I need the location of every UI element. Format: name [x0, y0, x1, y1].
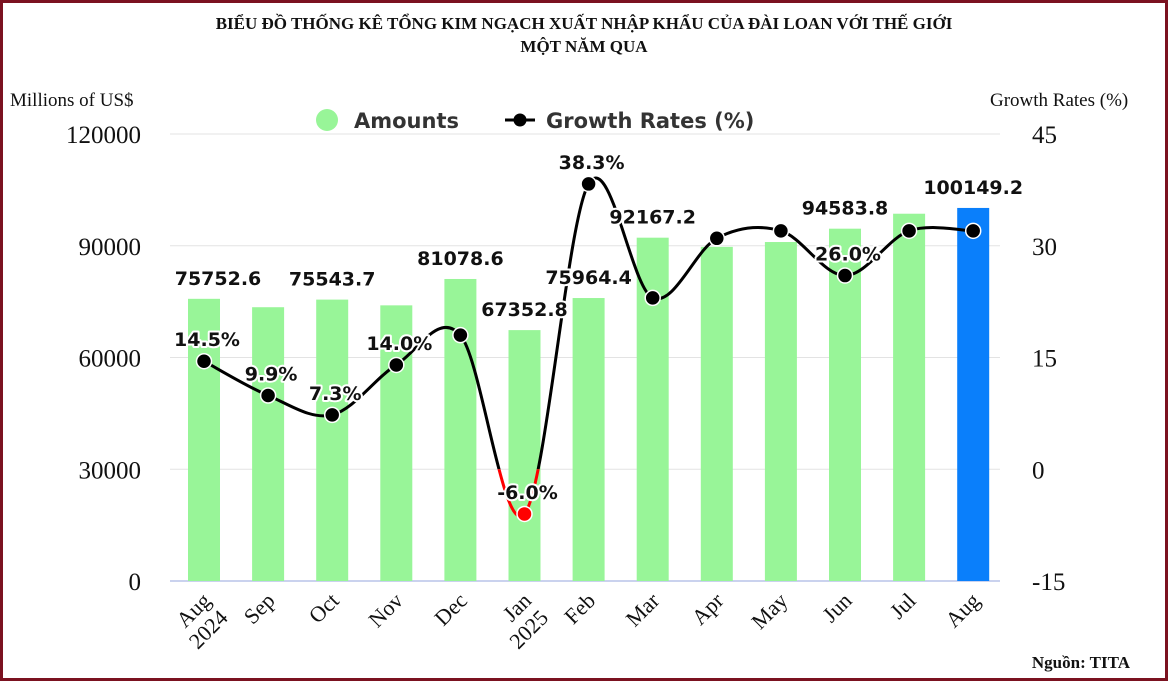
x-tick-month: Oct [304, 588, 344, 628]
growth-data-label: 14.5% [174, 329, 240, 351]
growth-point [259, 387, 277, 404]
bar [572, 298, 605, 581]
left-tick-label: 90000 [79, 234, 142, 261]
bar [444, 278, 477, 581]
growth-point [452, 326, 469, 344]
x-tick-label: Dec [429, 588, 472, 631]
growth-data-label: 38.3% [559, 152, 625, 174]
source-note: Nguồn: TITA [1031, 653, 1130, 672]
chart-title-line-1: BIỂU ĐỒ THỐNG KÊ TỔNG KIM NGẠCH XUẤT NHẬ… [215, 14, 953, 33]
bar-data-label: 92167.2 [609, 207, 696, 229]
x-tick-month: Aug [940, 588, 984, 632]
legend-amounts-label: Amounts [354, 109, 459, 133]
growth-line [203, 176, 974, 470]
bar [316, 299, 349, 581]
left-tick-label: 30000 [79, 457, 142, 484]
growth-point [388, 356, 405, 374]
bar-data-label: 75752.6 [175, 268, 262, 290]
x-tick-label: Aug [940, 588, 984, 632]
right-tick-label: 0 [1032, 457, 1045, 484]
x-tick-month: Feb [559, 588, 600, 629]
growth-data-label: 14.0% [366, 333, 432, 355]
growth-point [323, 406, 341, 424]
right-tick-label: -15 [1032, 569, 1065, 596]
growth-point [195, 352, 213, 370]
bar [252, 307, 285, 581]
x-tick-month: May [746, 588, 792, 634]
growth-data-label: 26.0% [815, 244, 881, 266]
left-axis-title: Millions of US$ [10, 90, 134, 111]
bar [188, 298, 220, 581]
right-axis-title: Growth Rates (%) [990, 90, 1129, 111]
left-tick-label: 60000 [79, 346, 142, 373]
chart-title-line-2: MỘT NĂM QUA [520, 37, 648, 56]
bar [636, 237, 669, 581]
legend-amounts-swatch [316, 109, 338, 131]
bar [829, 228, 861, 581]
x-tick-label: Feb [559, 588, 600, 629]
chart-title: BIỂU ĐỒ THỐNG KÊ TỔNG KIM NGẠCH XUẤT NHẬ… [0, 12, 1168, 58]
legend-growth-label: Growth Rates (%) [546, 109, 754, 133]
bar-data-label: 100149.2 [923, 177, 1023, 199]
growth-data-label: -6.0% [497, 482, 558, 504]
x-tick-label: Jul [885, 588, 921, 624]
bar [957, 207, 990, 582]
x-tick-month: Sep [239, 588, 280, 629]
left-tick-label: 0 [129, 569, 142, 596]
growth-point [708, 230, 726, 247]
legend-growth-swatch [513, 113, 527, 127]
bar [764, 242, 797, 581]
growth-point [516, 505, 533, 523]
x-tick-month: Mar [621, 587, 665, 631]
x-tick-month: Nov [363, 588, 407, 632]
x-tick-label: Mar [621, 587, 665, 631]
x-tick-month: Jun [817, 588, 856, 627]
right-tick-label: 15 [1032, 346, 1057, 373]
x-tick-label: Sep [239, 588, 280, 629]
bar-data-label: 67352.8 [481, 299, 568, 321]
right-tick-label: 45 [1032, 122, 1057, 149]
x-tick-label: Nov [363, 588, 407, 632]
x-tick-label: Apr [686, 587, 728, 629]
growth-data-label: 7.3% [309, 383, 362, 405]
x-tick-month: Dec [429, 588, 472, 631]
bar [508, 330, 541, 581]
bar [893, 213, 926, 581]
x-tick-month: Apr [686, 587, 728, 629]
bar [700, 246, 733, 581]
x-tick-label: May [746, 588, 792, 634]
bar [380, 305, 413, 581]
bar-data-label: 94583.8 [802, 198, 889, 220]
growth-point [580, 175, 597, 193]
bar-data-label: 75964.4 [545, 267, 632, 289]
bar-data-label: 75543.7 [289, 269, 376, 291]
growth-point [644, 289, 661, 307]
x-tick-month: Jul [885, 588, 921, 624]
growth-point [964, 222, 982, 240]
growth-point [836, 267, 854, 284]
growth-point [900, 222, 918, 240]
growth-point [772, 222, 790, 240]
x-tick-label: Jun [817, 588, 856, 627]
bar-data-label: 81078.6 [417, 248, 504, 270]
growth-data-label: 9.9% [245, 363, 298, 385]
right-tick-label: 30 [1032, 234, 1057, 261]
x-tick-label: Oct [304, 588, 344, 628]
left-tick-label: 120000 [66, 122, 141, 149]
